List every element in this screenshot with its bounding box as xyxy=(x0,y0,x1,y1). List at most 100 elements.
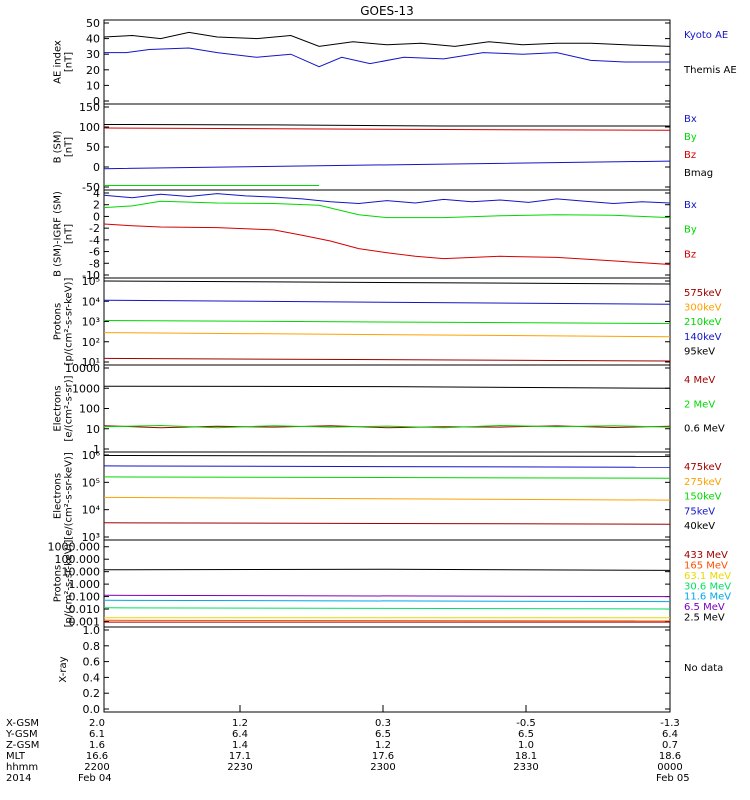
series-line-Kyoto-AE xyxy=(104,47,670,68)
series-line-475keV xyxy=(103,522,671,525)
y-tick-label: 100.000 xyxy=(55,553,101,566)
series-line-Bx xyxy=(103,193,671,205)
y-tick-label: -8 xyxy=(89,257,100,270)
legend-label: By xyxy=(684,225,697,236)
legend-label: 63.1 MeV xyxy=(684,571,731,582)
ephemeris-value: 16.6 xyxy=(86,751,108,762)
y-tick-label: 100 xyxy=(79,403,100,416)
legend-label: 575keV xyxy=(684,288,722,299)
series-line-Bz xyxy=(103,127,671,131)
y-tick-label: 50 xyxy=(86,141,100,154)
series-line-By xyxy=(103,200,671,219)
legend-label: 4 MeV xyxy=(684,375,715,386)
y-tick-label: 1000 xyxy=(72,382,100,395)
y-axis-label: [e/(cm²-s-sr)] xyxy=(64,375,75,441)
y-axis-label: [nT] xyxy=(64,224,75,244)
y-axis-label: B (SM)-IGRF (SM) xyxy=(53,191,64,277)
series-line-Bx xyxy=(103,160,671,170)
y-tick-label: 50 xyxy=(86,17,100,30)
y-tick-label: 10⁵ xyxy=(82,476,100,489)
ephemeris-value: 2230 xyxy=(227,762,252,773)
y-axis-label: B (SM) xyxy=(53,130,64,163)
ephemeris-row-label: MLT xyxy=(6,751,26,762)
y-tick-label: 1000.000 xyxy=(48,541,101,554)
y-tick-label: 10² xyxy=(82,336,100,349)
ephemeris-value: 1.2 xyxy=(375,740,391,751)
ephemeris-value: 1.2 xyxy=(232,718,248,729)
y-axis-label: AE index xyxy=(53,40,64,84)
panel-1: -50 0 50 100 150 B (SM) [nT] Bx By Bz Bmag xyxy=(53,101,714,194)
y-tick-label: 0.010 xyxy=(69,603,101,616)
y-axis-label: [p/(cm²-s-sr-keV)] xyxy=(64,540,75,628)
series-line-Bmag xyxy=(103,124,670,127)
y-axis-label: Protons xyxy=(53,565,64,602)
y-tick-label: 0.0 xyxy=(83,703,101,716)
ephemeris-value: 6.4 xyxy=(662,729,678,740)
ephemeris-value: 17.6 xyxy=(372,751,394,762)
ephemeris-row-label: Y-GSM xyxy=(5,729,38,740)
ephemeris-value: 2330 xyxy=(513,762,538,773)
series-line-150keV xyxy=(103,476,671,479)
ephemeris-row-label: hhmm xyxy=(6,762,38,773)
y-tick-label: 0.2 xyxy=(83,687,101,700)
ephemeris-value: 18.1 xyxy=(515,751,537,762)
y-tick-label: 1 xyxy=(93,443,100,456)
y-tick-label: 10 xyxy=(86,423,100,436)
y-axis-label: Electrons xyxy=(53,385,64,431)
ephemeris-value: 6.1 xyxy=(89,729,105,740)
series-line-0.6-MeV xyxy=(103,385,671,389)
y-tick-label: -50 xyxy=(82,181,100,194)
ephemeris-value: 0.7 xyxy=(662,740,678,751)
series-line-11.6-MeV xyxy=(103,599,671,603)
ephemeris-row-label: 2014 xyxy=(6,773,31,784)
legend-label: 275keV xyxy=(684,477,722,488)
y-tick-label: 10⁴ xyxy=(82,504,101,517)
y-tick-label: 30 xyxy=(86,48,100,61)
plot-title: GOES-13 xyxy=(360,4,414,18)
panel-6: 0.0010.0100.1001.00010.000100.0001000.00… xyxy=(48,539,731,629)
ephemeris-value: 2200 xyxy=(84,762,109,773)
y-tick-label: 10¹ xyxy=(82,356,100,369)
ephemeris-value: 1.0 xyxy=(518,740,534,751)
legend-label: 150keV xyxy=(684,492,722,503)
ephemeris-value: -0.5 xyxy=(516,718,536,729)
y-tick-label: 10.000 xyxy=(62,566,101,579)
y-tick-label: 10³ xyxy=(82,316,100,329)
ephemeris-value: 0000 xyxy=(657,762,682,773)
y-tick-label: -10 xyxy=(82,269,100,282)
ephemeris-value: 6.5 xyxy=(375,729,391,740)
legend-label: 300keV xyxy=(684,303,722,314)
legend-label: Kyoto AE xyxy=(684,30,728,41)
ephemeris-value: 18.6 xyxy=(659,751,681,762)
ephemeris-value: 2300 xyxy=(370,762,395,773)
panel-0: 0 10 20 30 40 50 AE index [nT] Kyoto AE Themis AE xyxy=(53,17,737,108)
y-axis-label: Electrons xyxy=(53,473,64,519)
panel-7: 0.0 0.2 0.4 0.6 0.8 1.0 X-ray xyxy=(58,624,671,716)
y-tick-label: 100 xyxy=(79,121,100,134)
y-tick-label: 10000 xyxy=(65,362,100,375)
y-axis-label: [nT] xyxy=(64,52,75,72)
panel-5: 10³ 10⁴ 10⁵ 10⁶ Electrons [e/(cm²-s-sr-keV)] 4… xyxy=(53,449,722,544)
y-axis-label: [e/(cm²-s-sr-keV)] xyxy=(64,452,75,540)
legend-label: Bmag xyxy=(684,168,713,179)
panel-frame xyxy=(103,364,671,453)
series-line-Themis-AE xyxy=(103,31,671,47)
series-line-Bz xyxy=(103,223,671,265)
legend-label: 2 MeV xyxy=(684,399,715,410)
series-line-2.5-MeV xyxy=(103,568,671,571)
y-tick-label: 1.000 xyxy=(69,578,101,591)
legend-label: 11.6 MeV xyxy=(684,592,731,603)
legend-label: Bx xyxy=(684,114,697,125)
panel-frame xyxy=(103,451,671,541)
legend-label: 0.6 MeV xyxy=(684,424,725,435)
y-tick-label: 0 xyxy=(93,161,100,174)
y-tick-label: 10³ xyxy=(82,531,100,544)
legend-label: 40keV xyxy=(684,521,715,532)
y-tick-label: 10⁶ xyxy=(82,449,101,462)
legend-label: 433 MeV xyxy=(684,550,728,561)
y-tick-label: 2 xyxy=(93,199,100,212)
legend-label: 210keV xyxy=(684,317,722,328)
y-axis-label: Protons xyxy=(53,303,64,340)
